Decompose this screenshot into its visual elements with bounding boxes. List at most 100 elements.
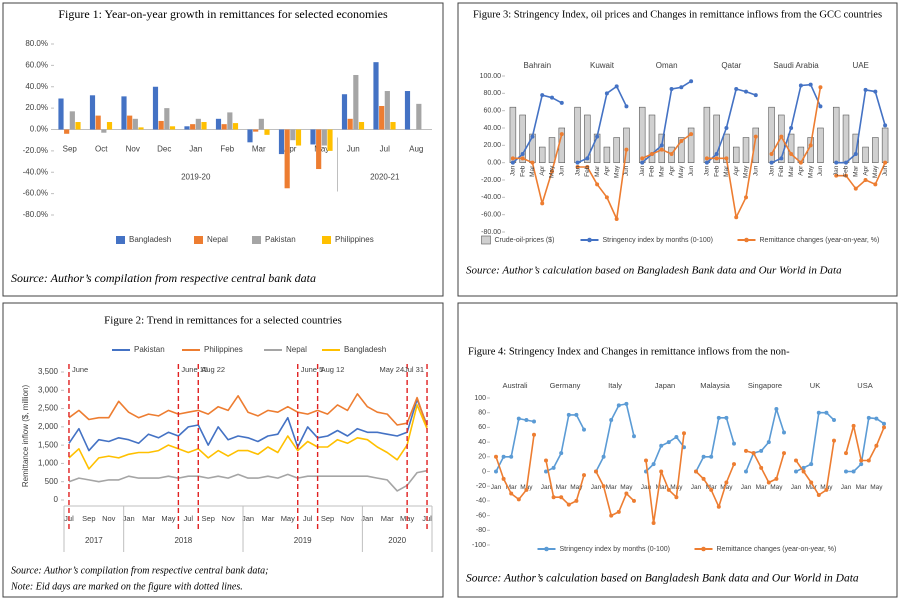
bar — [687, 127, 695, 163]
y-tick-label: 3,500 — [38, 367, 59, 376]
series-line-point — [530, 134, 535, 139]
x-tick-label: Feb — [519, 165, 526, 177]
bar — [127, 115, 133, 130]
y-tick-label: -20.00 — [481, 177, 501, 184]
series-line-point — [624, 147, 629, 152]
bar — [190, 124, 196, 130]
x-tick-label: Jun — [623, 165, 630, 176]
x-tick-label: May — [678, 165, 685, 178]
x-tick-label: Mar — [788, 165, 795, 177]
x-tick-label: Sep — [82, 514, 95, 523]
y-tick-label: 0 — [54, 495, 59, 504]
x-tick-label: Jul — [380, 145, 390, 154]
series-line-point — [704, 160, 709, 165]
bar — [404, 91, 411, 130]
eid-label: June — [72, 365, 88, 374]
bar — [101, 129, 107, 133]
x-tick-label: Apr — [798, 165, 805, 176]
series-line-point — [874, 443, 879, 448]
series-line-point — [530, 160, 535, 165]
series-line-point — [585, 165, 590, 169]
y-tick-label: -100 — [472, 542, 486, 549]
x-tick-label: Mar — [261, 514, 274, 523]
x-tick-label: Jul — [184, 514, 194, 523]
eid-label: May 24 — [380, 365, 405, 374]
series-line-point — [794, 458, 798, 463]
source-note: Source: Author’s calculation based on Ba… — [466, 573, 859, 585]
series-line-point — [659, 469, 664, 474]
eid-label: Aug 12 — [321, 365, 345, 374]
series-line-point — [801, 469, 806, 474]
series-line-point — [808, 82, 813, 87]
series-line-point — [516, 416, 521, 421]
bar — [158, 120, 164, 130]
bar — [341, 94, 348, 130]
y-tick-label: 3,000 — [38, 385, 59, 394]
series-line — [595, 403, 635, 472]
series-line-point — [716, 504, 721, 509]
group-label: 2020-21 — [370, 173, 400, 182]
chart-title: Figure 3: Stringency Index, oil prices a… — [473, 9, 882, 20]
source-note: Source: Author’s calculation based on Ba… — [466, 265, 842, 277]
legend-label: Bangladesh — [129, 235, 171, 244]
y-tick-label: 1,000 — [38, 459, 59, 468]
bar — [373, 62, 379, 130]
series-line-point — [575, 165, 580, 169]
bar — [215, 118, 222, 130]
series-line-point — [532, 432, 536, 437]
series-line-point — [509, 454, 514, 459]
bar — [258, 118, 264, 130]
legend-label: Remittance changes (year-on-year, %) — [717, 546, 837, 553]
y-tick-label: -80.00 — [481, 229, 501, 236]
x-tick-label: May — [720, 484, 733, 491]
series-line-point — [732, 441, 736, 446]
panel-title: Singapore — [748, 381, 782, 390]
series-line-point — [774, 476, 779, 481]
series-line-point — [595, 134, 600, 139]
series-line-point — [753, 93, 758, 98]
bar — [138, 127, 144, 130]
y-tick-label: 40 — [478, 439, 486, 446]
series-line-point — [669, 152, 674, 156]
x-tick-label: Nov — [221, 514, 235, 523]
series-line-point — [744, 89, 748, 94]
x-tick-label: Feb — [584, 165, 591, 177]
series-line-point — [724, 480, 729, 485]
y-tick-label: -20.0% — [23, 146, 48, 155]
series-line-point — [559, 495, 564, 500]
legend-swatch — [322, 236, 331, 244]
x-tick-label: Nov — [341, 514, 355, 523]
y-tick-label: 40.00 — [483, 125, 501, 132]
series-line-point — [640, 156, 645, 161]
series-line-point — [734, 87, 739, 91]
series-line-point — [559, 132, 564, 137]
x-tick-label: Jan — [639, 165, 646, 176]
series-line-point — [709, 487, 714, 492]
series-line-point — [574, 498, 579, 503]
series-line-point — [674, 434, 679, 439]
series-line-point — [632, 434, 636, 439]
bar — [787, 133, 795, 163]
series-line-point — [844, 160, 848, 165]
bar — [384, 91, 390, 130]
series-line-point — [566, 412, 571, 417]
series-line-point — [798, 160, 803, 165]
x-tick-label: Mar — [594, 165, 601, 177]
series-line — [68, 469, 428, 492]
legend-label: Pakistan — [134, 345, 165, 354]
bar — [852, 133, 860, 163]
y-tick-label: 500 — [45, 477, 59, 486]
x-tick-label: Jan — [704, 165, 711, 176]
series-line-point — [494, 469, 498, 474]
bar — [416, 103, 422, 130]
series-line-point — [779, 156, 784, 161]
series-line-point — [853, 152, 858, 156]
bar — [69, 111, 75, 130]
series-line-point — [501, 476, 506, 481]
y-tick-label: 60.0% — [25, 60, 48, 69]
series-line-point — [851, 423, 856, 428]
series-line-point — [594, 469, 598, 474]
bar — [264, 129, 270, 135]
x-tick-label: Jan — [123, 514, 135, 523]
bar — [752, 127, 760, 163]
